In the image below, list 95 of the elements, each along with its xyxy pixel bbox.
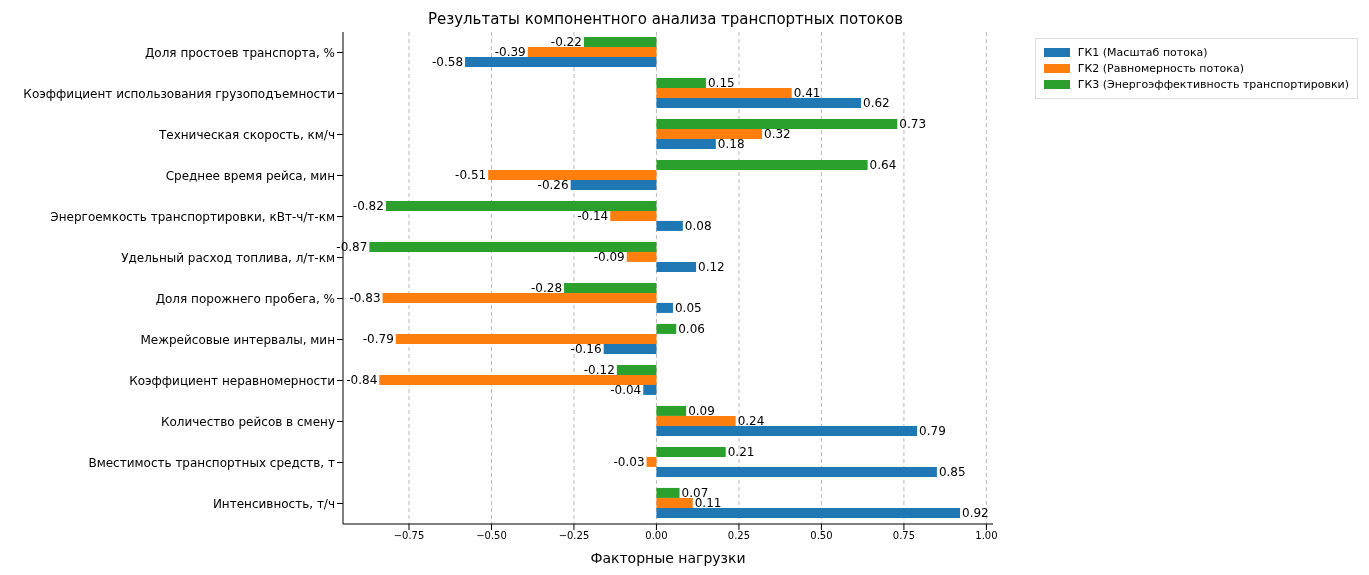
bar: [656, 425, 918, 436]
x-tick-label: 0.25: [727, 530, 751, 542]
bar: [610, 210, 657, 221]
x-tick-label: 1.00: [975, 530, 998, 542]
bar: [488, 169, 657, 180]
data-label: -0.51: [455, 167, 487, 182]
bar: [369, 241, 657, 252]
data-label: 0.24: [737, 413, 765, 428]
data-label: 0.85: [938, 464, 966, 479]
data-label: 0.79: [919, 423, 946, 438]
data-label: 0.41: [793, 85, 821, 100]
x-tick-label: −0.75: [393, 530, 425, 542]
bar: [656, 220, 683, 231]
y-tick-label: Техническая скорость, км/ч: [157, 127, 335, 142]
y-tick-label: Энергоемкость транспортировки, кВт-ч/т-км: [50, 209, 335, 224]
y-tick-label: Коэффициент неравномерности: [129, 373, 335, 388]
bar: [656, 159, 868, 170]
bar: [564, 282, 657, 293]
bar: [656, 487, 680, 498]
y-tick-label: Интенсивность, т/ч: [212, 496, 335, 511]
data-label: -0.58: [432, 54, 464, 69]
legend-label: ГК3 (Энергоэффективность транспортировки): [1077, 78, 1349, 91]
data-label: 0.73: [899, 116, 927, 131]
bar: [527, 46, 657, 57]
y-tick-label: Доля простоев транспорта, %: [144, 45, 335, 60]
data-label: -0.26: [537, 177, 569, 192]
y-tick-label: Вместимость транспортных средств, т: [88, 455, 335, 470]
bar: [603, 343, 657, 354]
data-label: -0.79: [362, 331, 394, 346]
bar: [656, 87, 792, 98]
bar: [656, 497, 693, 508]
chart-title: Результаты компонентного анализа транспортных потоков: [426, 10, 905, 28]
x-tick-label: −0.25: [558, 530, 590, 542]
y-tick-label: Доля порожнего пробега, %: [155, 291, 335, 306]
data-label: -0.03: [613, 454, 645, 469]
bar: [385, 200, 657, 211]
bar: [379, 374, 657, 385]
bar: [656, 261, 697, 272]
x-tick-label: 0.50: [810, 530, 833, 542]
data-label: 0.06: [678, 321, 705, 336]
data-label: -0.84: [346, 372, 378, 387]
bar: [656, 77, 706, 88]
bar: [656, 507, 961, 518]
bar: [646, 456, 657, 467]
bar: [583, 36, 657, 47]
legend-label: ГК2 (Равномерность потока): [1077, 62, 1245, 75]
data-label: -0.83: [349, 290, 381, 305]
data-label: 0.32: [764, 126, 791, 141]
bar: [570, 179, 657, 190]
y-tick-label: Коэффициент использования грузоподъемности: [23, 86, 335, 101]
bar: [656, 405, 687, 416]
data-label: 0.21: [727, 444, 755, 459]
bar: [656, 323, 677, 334]
data-label: -0.28: [531, 280, 563, 295]
y-tick-label: Количество рейсов в смену: [160, 414, 335, 429]
bar: [616, 364, 657, 375]
data-label: -0.39: [494, 44, 526, 59]
data-label: 0.08: [684, 218, 712, 233]
bar: [656, 128, 763, 139]
x-tick-label: 0.00: [645, 530, 668, 542]
bar: [395, 333, 657, 344]
bar: [382, 292, 657, 303]
data-label: 0.12: [698, 259, 725, 274]
data-label: 0.64: [869, 157, 897, 172]
bar: [465, 56, 657, 67]
data-label: -0.14: [577, 208, 609, 223]
data-label: 0.05: [674, 300, 702, 315]
bar: [656, 97, 862, 108]
data-label: 0.62: [863, 95, 890, 110]
x-tick-label: 0.75: [892, 530, 916, 542]
y-tick-label: Межрейсовые интервалы, мин: [140, 332, 335, 347]
data-label: -0.82: [352, 198, 384, 213]
bar: [626, 251, 657, 262]
data-label: -0.22: [550, 34, 582, 49]
bar: [656, 302, 673, 313]
bar: [656, 118, 898, 129]
bar: [656, 138, 716, 149]
data-label: -0.87: [336, 239, 368, 254]
y-tick-label: Удельный расход топлива, л/т-км: [121, 250, 335, 265]
bar: [643, 384, 657, 395]
data-label: -0.09: [593, 249, 625, 264]
data-label: 0.18: [717, 136, 745, 151]
data-label: 0.15: [707, 75, 735, 90]
x-axis-title: Факторные нагрузки: [589, 550, 747, 566]
bar: [656, 415, 736, 426]
bar: [656, 466, 937, 477]
data-label: 0.92: [962, 505, 989, 520]
y-tick-label: Среднее время рейса, мин: [165, 168, 335, 183]
data-label: 0.09: [688, 403, 715, 418]
data-label: -0.04: [610, 382, 642, 397]
x-tick-label: −0.50: [476, 530, 507, 542]
data-label: -0.16: [570, 341, 602, 356]
legend-label: ГК1 (Масштаб потока): [1077, 46, 1208, 59]
data-label: -0.12: [583, 362, 615, 377]
bar: [656, 446, 726, 457]
